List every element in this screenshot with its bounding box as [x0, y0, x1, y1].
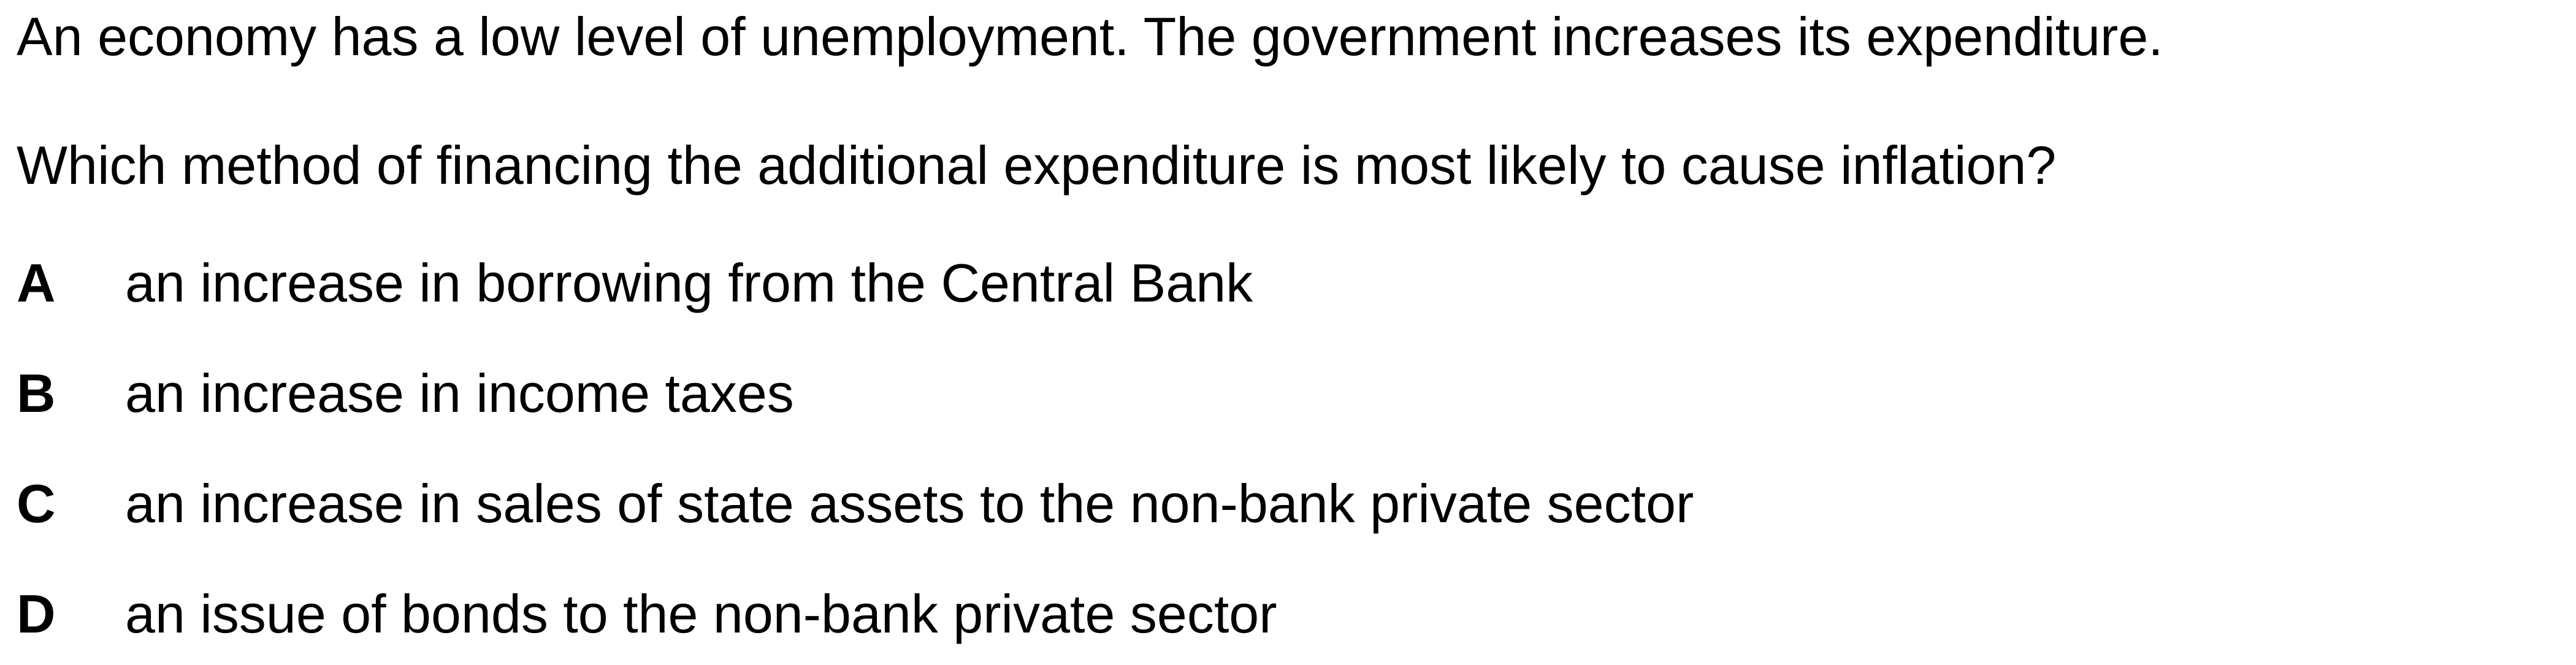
- option-letter: C: [17, 473, 56, 534]
- option-letter: B: [17, 363, 56, 424]
- question-prompt: Which method of financing the additional…: [17, 135, 2057, 196]
- option-text: an increase in income taxes: [125, 363, 794, 424]
- option-letter: A: [17, 253, 56, 313]
- option-text: an issue of bonds to the non-bank privat…: [125, 583, 1277, 644]
- option-text: an increase in sales of state assets to …: [125, 473, 1694, 534]
- option-letter: D: [17, 583, 56, 644]
- question-context: An economy has a low level of unemployme…: [17, 6, 2163, 67]
- option-text: an increase in borrowing from the Centra…: [125, 253, 1253, 313]
